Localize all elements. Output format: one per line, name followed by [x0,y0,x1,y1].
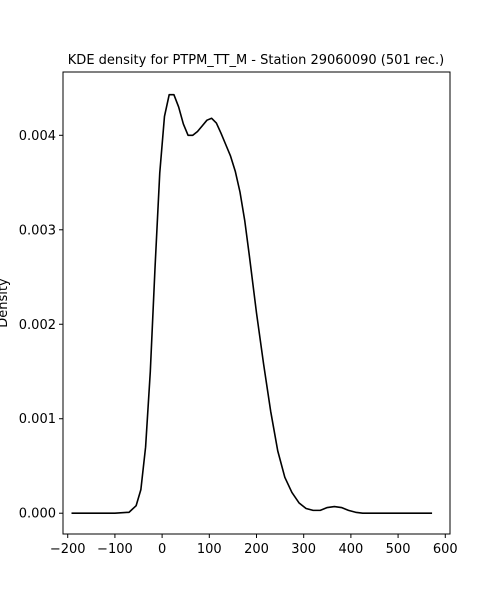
x-axis: −200 −100 0 100 200 300 400 500 600 [50,534,458,557]
x-tick-label: 400 [338,542,363,557]
x-tick-label: 200 [244,542,269,557]
x-tick-label: 600 [433,542,458,557]
x-tick-label: −200 [50,542,86,557]
y-axis-label: Density [0,278,11,328]
y-tick-label: 0.000 [19,507,56,522]
x-tick-label: 500 [386,542,411,557]
density-line [72,95,433,514]
y-tick-label: 0.002 [19,318,56,333]
y-axis: 0.000 0.001 0.002 0.003 0.004 [19,129,63,522]
plot-frame [63,72,450,534]
x-tick-label: −100 [97,542,133,557]
y-tick-label: 0.003 [19,223,56,238]
y-tick-label: 0.004 [19,129,56,144]
chart-title: KDE density for PTPM_TT_M - Station 2906… [68,53,444,68]
plot-area [72,95,433,514]
x-tick-label: 300 [291,542,316,557]
x-tick-label: 100 [197,542,222,557]
x-tick-label: 0 [158,542,166,557]
y-tick-label: 0.001 [19,412,56,427]
